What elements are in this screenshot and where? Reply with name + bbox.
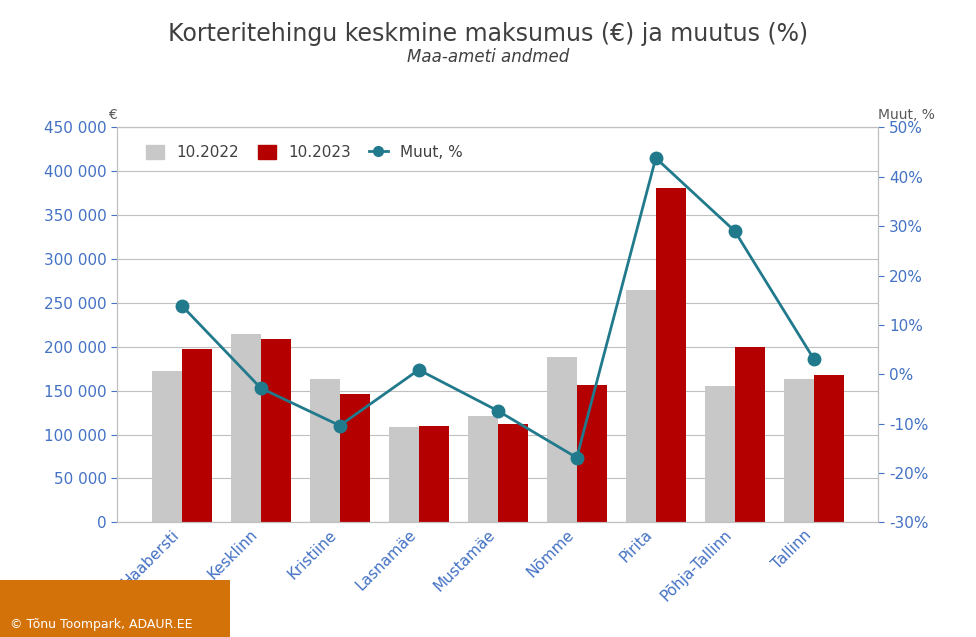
- Bar: [705, 386, 735, 522]
- Text: © Tõnu Toompark, ADAUR.EE: © Tõnu Toompark, ADAUR.EE: [10, 618, 192, 631]
- Bar: [261, 339, 291, 522]
- Bar: [814, 375, 844, 522]
- Bar: [182, 350, 212, 522]
- Bar: [468, 416, 498, 522]
- Bar: [309, 379, 340, 522]
- Bar: [656, 188, 686, 522]
- Bar: [498, 424, 528, 522]
- Text: Korteritehingu keskmine maksumus (€) ja muutus (%): Korteritehingu keskmine maksumus (€) ja …: [168, 22, 808, 47]
- Bar: [784, 379, 814, 522]
- Bar: [151, 371, 182, 522]
- Bar: [230, 334, 261, 522]
- Legend: 10.2022, 10.2023, Muut, %: 10.2022, 10.2023, Muut, %: [140, 139, 468, 166]
- Bar: [577, 385, 607, 522]
- Bar: [340, 394, 370, 522]
- Text: Maa-ameti andmed: Maa-ameti andmed: [407, 48, 569, 66]
- Bar: [419, 426, 449, 522]
- Text: €: €: [108, 108, 116, 122]
- Bar: [388, 427, 419, 522]
- Text: Muut, %: Muut, %: [878, 108, 935, 122]
- Bar: [547, 357, 577, 522]
- Bar: [626, 290, 656, 522]
- Bar: [735, 347, 765, 522]
